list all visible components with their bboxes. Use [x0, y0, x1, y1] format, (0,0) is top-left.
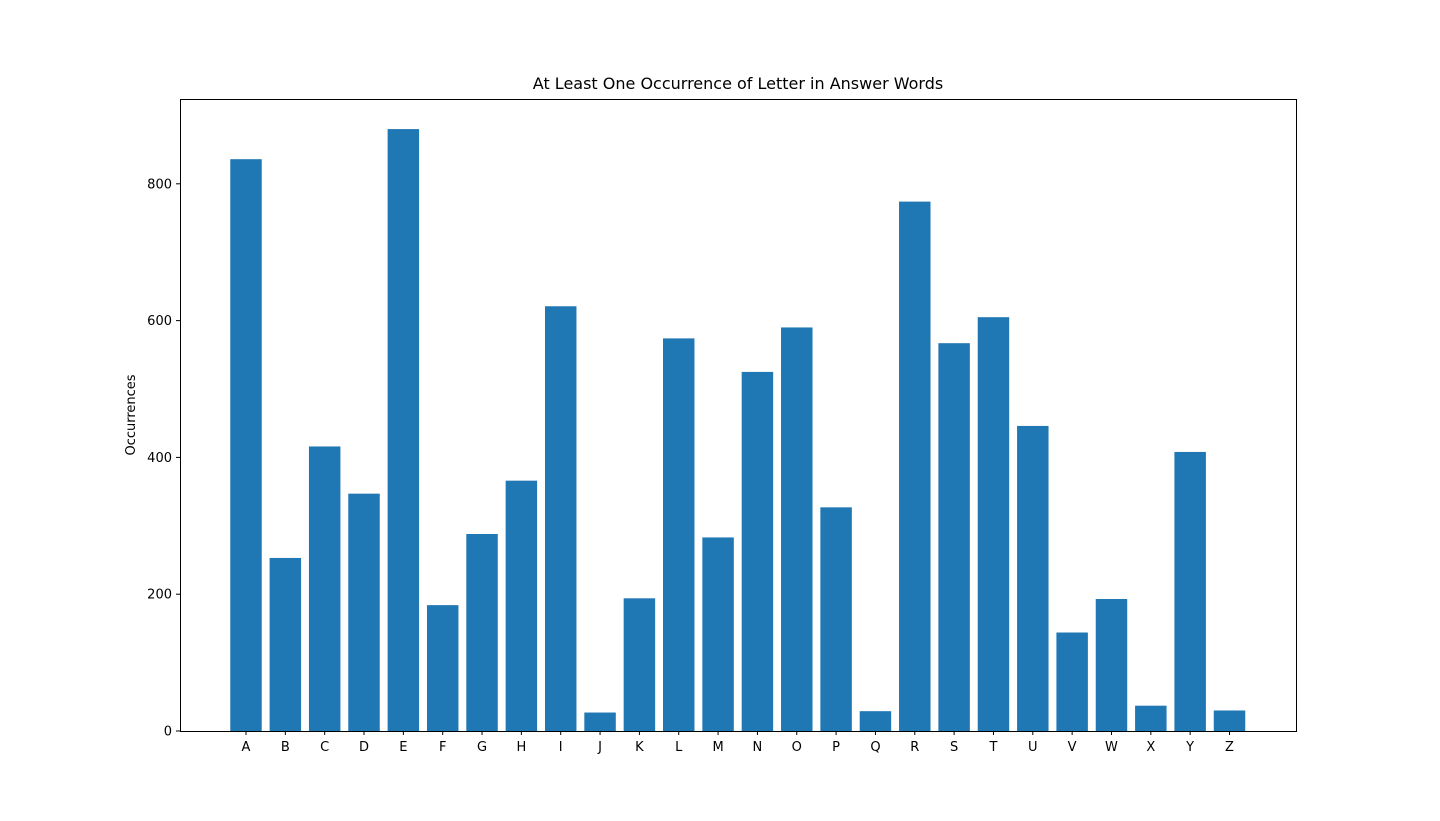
bar-p: [820, 507, 852, 731]
x-tick-label: E: [399, 740, 407, 755]
x-tick-label: P: [832, 740, 840, 755]
bar-r: [899, 201, 931, 731]
x-tick-label: R: [910, 740, 919, 755]
x-tick-label: Y: [1185, 740, 1194, 755]
x-tick-label: A: [242, 740, 251, 755]
bar-i: [544, 306, 577, 731]
bar-b: [269, 557, 302, 731]
bar-f: [426, 605, 459, 731]
x-tick-label: T: [988, 740, 997, 755]
x-tick-label: W: [1105, 740, 1118, 755]
bar-g: [466, 534, 498, 731]
x-tick-label: B: [281, 740, 290, 755]
bar-l: [663, 338, 695, 731]
bar-m: [702, 537, 734, 731]
bar-d: [348, 493, 380, 731]
bar-t: [977, 317, 1010, 731]
x-tick-label: F: [439, 740, 446, 755]
x-tick-label: O: [792, 740, 802, 755]
bar-n: [741, 371, 774, 731]
x-tick-label: C: [320, 740, 329, 755]
bar-h: [505, 480, 538, 731]
bar-y: [1174, 451, 1206, 731]
bar-k: [623, 598, 656, 731]
x-tick-label: S: [950, 740, 958, 755]
bar-w: [1095, 598, 1128, 731]
y-tick-label: 800: [147, 177, 172, 192]
x-tick-label: D: [359, 740, 369, 755]
bar-u: [1017, 425, 1049, 731]
x-tick-label: N: [753, 740, 763, 755]
bar-q: [859, 711, 892, 731]
plot-area-frame: [180, 99, 1297, 732]
y-tick-label: 200: [147, 588, 172, 603]
x-tick-label: M: [712, 740, 723, 755]
bar-a: [230, 159, 262, 731]
x-tick-label: U: [1028, 740, 1038, 755]
bar-z: [1213, 710, 1246, 731]
x-ticks-group: A B C D E F G H I J K L M N O P Q R S T U V W X Y Z: [242, 731, 1234, 755]
x-tick-label: H: [516, 740, 526, 755]
x-tick-label: J: [597, 740, 602, 755]
y-tick-label: 600: [147, 314, 172, 329]
x-tick-label: L: [675, 740, 683, 755]
bar-o: [781, 327, 813, 731]
bar-s: [938, 343, 970, 731]
bars-group: [230, 129, 1246, 732]
y-ticks-group: 0 200 400 600 800: [147, 177, 180, 740]
bar-j: [584, 712, 616, 731]
x-tick-label: I: [559, 740, 563, 755]
x-tick-label: G: [477, 740, 487, 755]
x-tick-label: V: [1068, 740, 1077, 755]
chart-title: At Least One Occurrence of Letter in Ans…: [533, 74, 943, 93]
y-tick-label: 0: [164, 725, 172, 740]
bar-c: [308, 446, 341, 731]
bar-x: [1135, 705, 1167, 731]
bar-e: [387, 129, 420, 732]
x-tick-label: X: [1146, 740, 1155, 755]
y-axis-title: Occurrences: [124, 374, 139, 455]
x-tick-label: Q: [870, 740, 880, 755]
bar-v: [1056, 632, 1088, 731]
y-tick-label: 400: [147, 451, 172, 466]
x-tick-label: Z: [1225, 740, 1234, 755]
x-tick-label: K: [635, 740, 644, 755]
